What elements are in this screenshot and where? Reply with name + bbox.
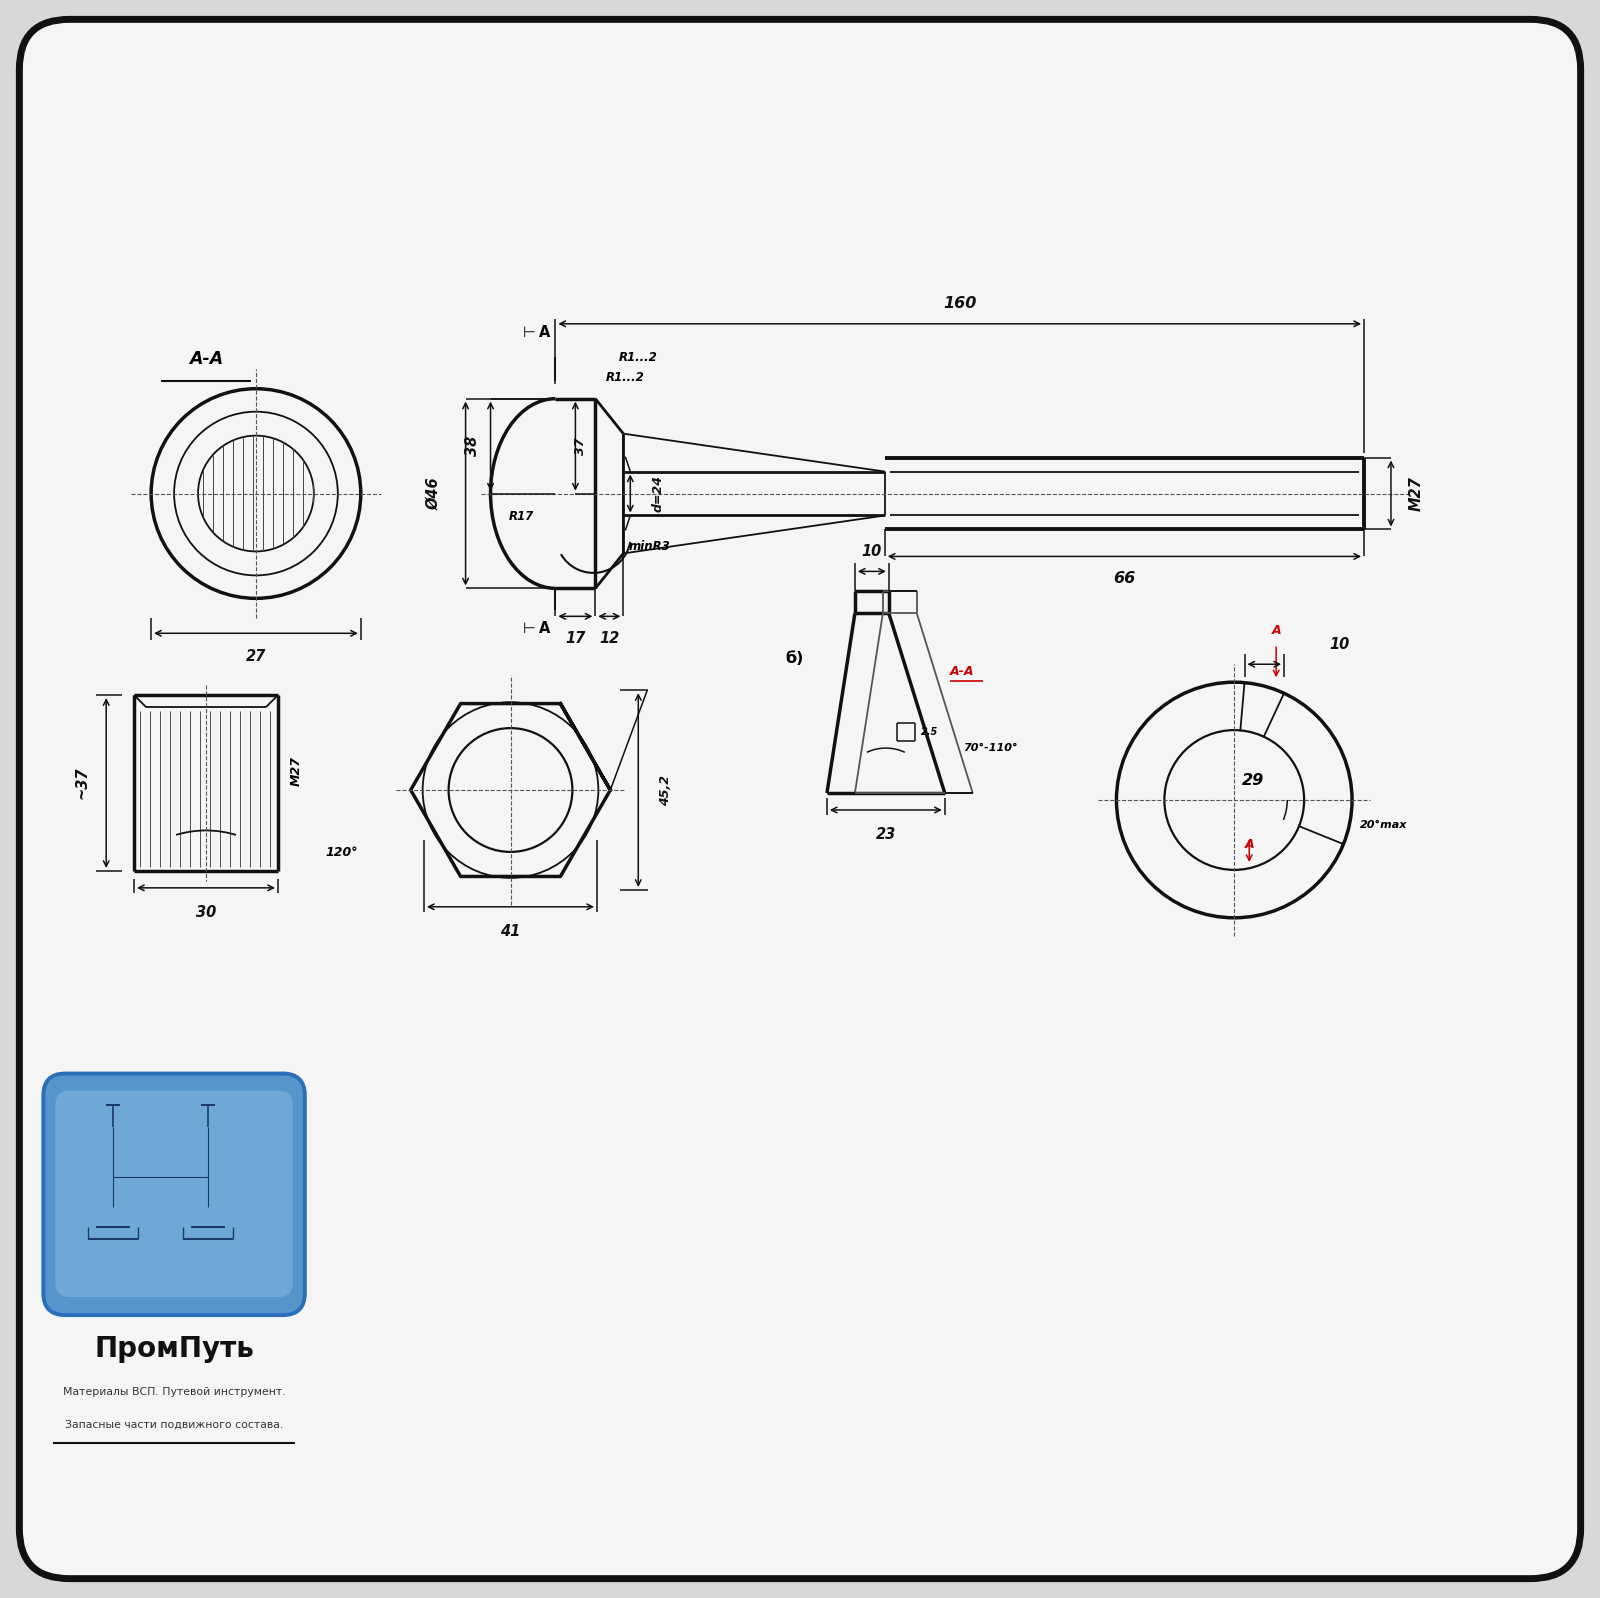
Text: 41: 41 <box>501 924 520 940</box>
Text: А: А <box>1272 625 1282 638</box>
Text: 160: 160 <box>942 296 976 312</box>
Text: 2.5: 2.5 <box>920 727 938 737</box>
Text: R1...2: R1...2 <box>605 371 645 384</box>
Text: 10: 10 <box>1330 636 1349 652</box>
Text: M27: M27 <box>290 756 302 786</box>
Text: А: А <box>1245 837 1254 850</box>
Text: 70°-110°: 70°-110° <box>963 743 1018 753</box>
Text: minR3: minR3 <box>629 540 670 553</box>
Text: ПромПуть: ПромПуть <box>94 1334 254 1363</box>
Text: 29: 29 <box>1242 773 1264 788</box>
Text: d=24: d=24 <box>651 475 664 511</box>
Text: Запасные части подвижного состава.: Запасные части подвижного состава. <box>66 1421 283 1430</box>
Text: А-А: А-А <box>950 665 974 678</box>
Text: 66: 66 <box>1114 570 1136 586</box>
Text: 120°: 120° <box>326 845 358 858</box>
Text: Ø46: Ø46 <box>426 478 442 510</box>
Text: 17: 17 <box>565 631 586 646</box>
FancyBboxPatch shape <box>19 19 1581 1579</box>
Text: 10: 10 <box>862 543 882 559</box>
Text: 45,2: 45,2 <box>659 775 672 805</box>
Text: M27: M27 <box>1408 476 1424 511</box>
Text: 12: 12 <box>600 631 619 646</box>
Text: 20°max: 20°max <box>1360 820 1408 829</box>
Text: R17: R17 <box>509 510 534 524</box>
Text: 37: 37 <box>574 438 587 455</box>
Text: $\vdash$A: $\vdash$A <box>520 324 552 340</box>
Text: A-A: A-A <box>189 350 222 368</box>
Text: 38: 38 <box>466 436 480 457</box>
FancyBboxPatch shape <box>43 1074 306 1315</box>
Text: ~37: ~37 <box>75 767 90 799</box>
Text: 27: 27 <box>246 649 266 663</box>
Text: б): б) <box>786 652 803 666</box>
FancyBboxPatch shape <box>56 1090 293 1298</box>
Text: 30: 30 <box>195 906 216 920</box>
Text: 23: 23 <box>875 828 896 842</box>
Text: Материалы ВСП. Путевой инструмент.: Материалы ВСП. Путевой инструмент. <box>62 1387 285 1397</box>
Text: $\vdash$A: $\vdash$A <box>520 620 552 636</box>
Text: R1...2: R1...2 <box>618 352 658 364</box>
